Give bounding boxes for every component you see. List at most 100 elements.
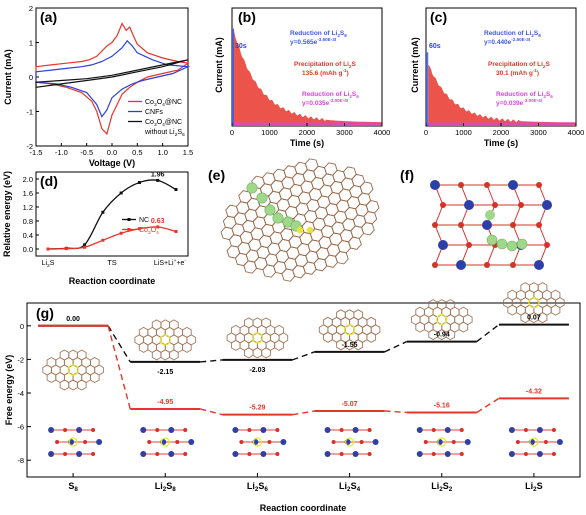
c-plot-xtick-label: 0 xyxy=(424,128,428,137)
panel-a-xtick-label: -1.0 xyxy=(55,148,68,157)
panel-g-co3o4-atom xyxy=(324,451,331,457)
c-annot-red8-title-part: S xyxy=(534,30,539,37)
panel-f-structure-image xyxy=(430,180,552,270)
panel-g-nc-structure xyxy=(503,282,565,324)
panel-d-peak-label: 0.63 xyxy=(151,218,165,225)
panel-g-value-label: -4.32 xyxy=(526,388,542,395)
panel-g-co3o4-atom xyxy=(536,451,543,457)
panel-g-connector-1 xyxy=(292,410,315,416)
panel-g-connector-1 xyxy=(384,410,407,414)
panel-g-category-label: Li2S2 xyxy=(431,481,453,493)
b-annot-red6-eq-part: y=0.035e xyxy=(302,100,330,107)
b-annot-red6-title-part: Reduction of Li xyxy=(302,91,349,98)
panel-g-value-label: -2.15 xyxy=(157,369,173,376)
panel-g-category-label-part: 4 xyxy=(357,486,361,493)
panel-f-atom xyxy=(432,262,438,268)
panel-f-atom xyxy=(510,222,516,228)
panel-g-nc-structure-hex xyxy=(138,341,149,353)
panel-g-molecule xyxy=(343,324,356,336)
panel-g-co3o4-atom xyxy=(416,451,423,457)
panel-a-ytick-label: 0 xyxy=(29,73,33,82)
c-plot-xtick-label: 3000 xyxy=(530,128,547,137)
panel-a-series-2 xyxy=(35,59,189,88)
panel-g-value-label: -5.16 xyxy=(434,402,450,409)
panel-g-co3o4-atom xyxy=(324,427,331,433)
panel-a-legend-label: Co3O4@NC xyxy=(145,99,182,108)
panel-g-co3o4-atom xyxy=(551,452,556,456)
panel-g-nc-structure-hex xyxy=(151,349,162,361)
panel-d-cat-label-part: +e xyxy=(176,260,184,267)
panel-g-nc-structure-hex xyxy=(537,312,548,324)
panel-d-cat-label-part: - xyxy=(184,259,186,264)
panel-g-co3o4-atom xyxy=(168,427,175,433)
c-annot-red6-title-part: Reduction of Li xyxy=(496,91,543,98)
panel-g-category-label-part: S xyxy=(537,481,543,491)
panel-g-connector-1 xyxy=(200,408,223,416)
panel-f-atom xyxy=(508,180,518,190)
panel-g-plot: 0 -2 -4 -6 -8 0.00 -2.15 -2.03 -1.55 -0.94 0.07 -4.… xyxy=(17,282,569,493)
panel-g-nc-structure-hex xyxy=(182,341,192,353)
panel-g-category-label: Li2S xyxy=(525,481,543,493)
panel-g-co3o4-atom xyxy=(155,428,160,432)
panel-a-legend-label-part: O xyxy=(157,99,163,106)
panel-d-frame xyxy=(35,171,189,257)
panel-g-category-label-part: S xyxy=(258,481,264,491)
panel-e-lattice xyxy=(220,158,380,282)
panel-d-legend-label-part: Co xyxy=(139,227,148,234)
b-annot-red8-title: Reduction of Li2S8 xyxy=(290,30,347,38)
b-plot-xtick-label: 1000 xyxy=(261,128,278,137)
panel-a-label: (a) xyxy=(40,9,57,25)
panel-g-co3o4-atom xyxy=(444,427,451,433)
c-annot-prec-value-part: ) xyxy=(537,70,539,77)
panel-g-category-label-part: 2 xyxy=(255,486,259,493)
panel-g-co3o4-atom xyxy=(267,440,272,444)
panel-f-bond xyxy=(460,224,470,246)
c-plot-xtick-label: 1000 xyxy=(455,128,472,137)
panel-d-legend-label: Co3O4 xyxy=(139,227,159,236)
panel-e-molecule-atom xyxy=(272,212,284,224)
panel-g-co3o4-atom xyxy=(523,428,528,432)
panel-g-xlabel: Reaction coordinate xyxy=(260,503,347,513)
panel-g-molecule xyxy=(437,437,447,447)
panel-a-xtick-label: 0.5 xyxy=(132,148,142,157)
panel-g-co3o4-atom xyxy=(515,440,520,444)
panel-g-category-label-part: S xyxy=(68,481,74,491)
panel-e-lattice-hex xyxy=(348,236,362,250)
panel-a-series-1 xyxy=(35,39,191,118)
b-annot-red6-title-part: 2 xyxy=(349,94,352,99)
panel-f-bond xyxy=(486,184,496,206)
panel-g-co3o4-atom xyxy=(63,452,68,456)
panel-b-ylabel: Current (mA) xyxy=(214,37,224,93)
panel-d-legend-label-part: 3 xyxy=(148,230,151,236)
panel-a: (a) -1.5 -1.0 -0.5 0.0 0.5 1.0 1.5 -2 -1 0 1 2 Volt… xyxy=(3,4,193,168)
panel-e: (e) xyxy=(208,158,380,282)
panel-g-nc-structure-hex xyxy=(415,321,425,333)
panel-g-category-label-part: 2 xyxy=(347,486,351,493)
panel-g-co3o4-atom xyxy=(372,439,379,445)
c-annot-red8-eq-part: -2.50E-3t xyxy=(511,37,530,42)
panel-d-cat-label: TS xyxy=(107,258,117,267)
panel-g-nc-structure xyxy=(42,349,104,391)
panel-g-co3o4-atom xyxy=(239,440,244,444)
panel-g-co3o4-atom xyxy=(280,439,287,445)
panel-b-plot: 0 1000 2000 3000 4000 xyxy=(230,27,390,137)
panel-a-legend-label-part: O xyxy=(157,119,163,126)
panel-g: (g) 0 -2 -4 -6 -8 0.00 -2.15 -2.03 -1.55 -0.94 0.0… xyxy=(4,282,581,513)
c-annot-prec-value-part: -1 xyxy=(533,68,538,73)
panel-d-xlabel: Reaction coordinate xyxy=(69,276,156,286)
panel-g-molecule xyxy=(68,437,78,447)
panel-g-co3o4-atom xyxy=(331,440,336,444)
panel-g-ytick-label: 0 xyxy=(20,322,24,331)
panel-d-point xyxy=(156,225,160,229)
panel-g-co3o4-atom xyxy=(275,428,280,432)
panel-g-nc-structure-hex xyxy=(261,347,271,359)
panel-g-connector-0 xyxy=(384,340,408,353)
c-annot-red6-title-part: 2 xyxy=(543,94,546,99)
panel-e-molecule-atom xyxy=(246,182,258,194)
panel-g-connector-0 xyxy=(200,359,223,363)
panel-g-molecule xyxy=(160,437,170,447)
panel-f-label: (f) xyxy=(400,167,414,183)
panel-f-atom xyxy=(536,182,542,188)
panel-c-label: (c) xyxy=(430,9,447,25)
